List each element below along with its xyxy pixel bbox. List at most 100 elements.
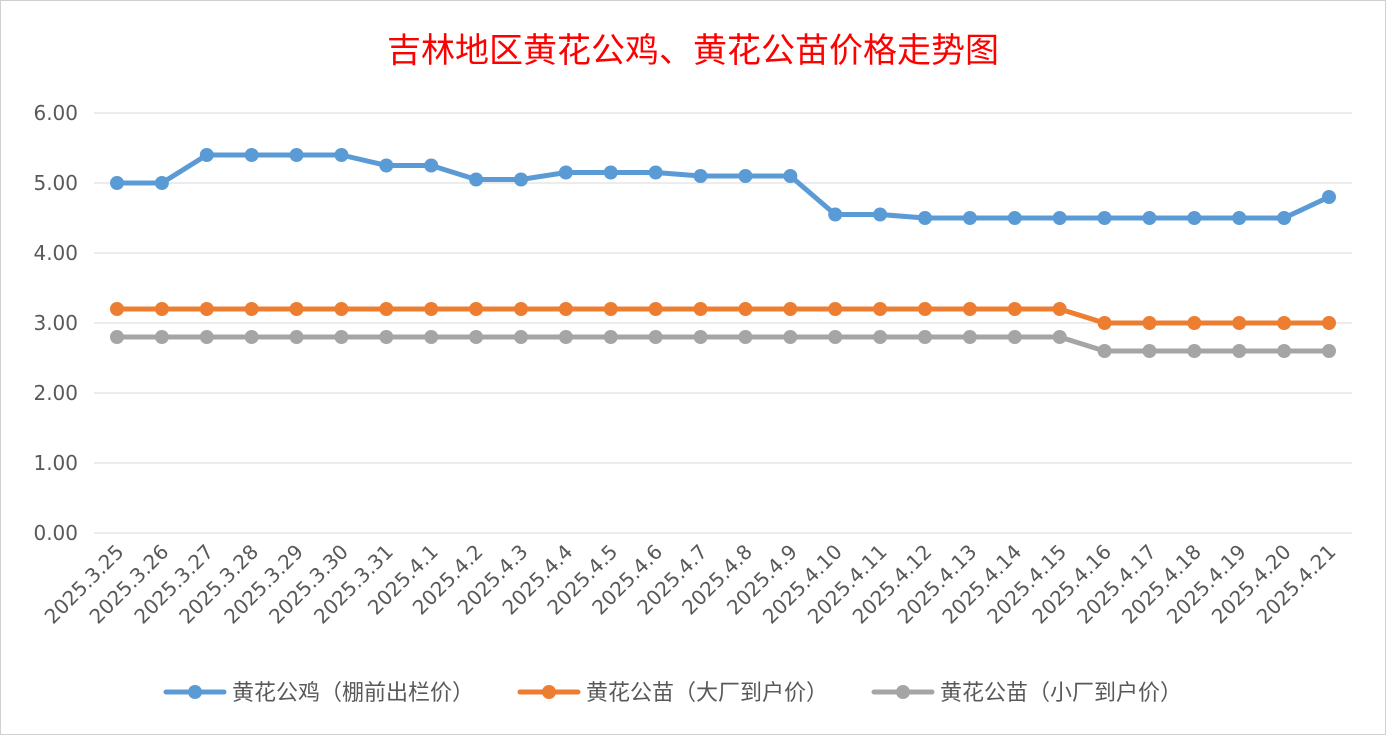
data-point <box>154 302 169 316</box>
data-point <box>1007 211 1022 225</box>
data-point <box>244 330 259 344</box>
data-point <box>873 302 888 316</box>
data-point <box>738 302 753 316</box>
data-point <box>379 302 394 316</box>
data-point <box>424 158 439 173</box>
legend-marker <box>542 685 556 699</box>
data-point <box>828 207 843 222</box>
gridlines <box>94 112 1352 534</box>
data-point <box>199 148 214 162</box>
data-point <box>558 165 573 180</box>
data-point <box>693 330 708 344</box>
data-point <box>1142 316 1157 330</box>
data-point <box>289 148 304 162</box>
data-point <box>1187 344 1202 358</box>
data-point <box>783 302 798 316</box>
data-point <box>648 165 663 180</box>
data-point <box>334 302 349 316</box>
data-point <box>469 302 484 316</box>
data-point <box>244 148 259 162</box>
data-point <box>783 330 798 344</box>
data-point <box>469 172 484 187</box>
data-point <box>1007 302 1022 316</box>
data-point <box>514 172 528 187</box>
legend-label: 黄花公苗（大厂到户价） <box>586 681 828 706</box>
legend-item: 黄花公鸡（棚前出栏价） <box>163 681 474 706</box>
y-axis-ticks: 0.00 1.00 2.00 3.00 4.00 5.00 6.00 <box>33 101 78 545</box>
series-line <box>114 334 1332 354</box>
y-tick-label: 0.00 <box>33 521 78 545</box>
data-point <box>1052 330 1067 344</box>
data-point <box>1277 316 1292 330</box>
data-point <box>110 176 124 190</box>
series-1 <box>110 148 1336 225</box>
data-point <box>738 330 753 344</box>
y-tick-label: 2.00 <box>33 381 78 405</box>
data-point <box>1322 344 1336 358</box>
data-point <box>558 330 573 344</box>
data-point <box>1007 330 1022 344</box>
data-point <box>154 330 169 344</box>
data-point <box>1187 316 1202 330</box>
y-tick-label: 5.00 <box>33 171 78 195</box>
legend-item: 黄花公苗（小厂到户价） <box>871 681 1182 706</box>
data-point <box>1097 211 1112 225</box>
data-point <box>1052 211 1067 225</box>
series-lines <box>110 148 1336 358</box>
data-point <box>828 302 843 316</box>
data-point <box>962 330 977 344</box>
legend-label: 黄花公苗（小厂到户价） <box>940 681 1182 706</box>
data-point <box>1232 344 1247 358</box>
data-point <box>244 302 259 316</box>
chart-title: 吉林地区黄花公鸡、黄花公苗价格走势图 <box>387 31 999 71</box>
data-point <box>603 330 618 344</box>
legend-marker <box>896 685 910 699</box>
data-point <box>1322 316 1336 330</box>
data-point <box>424 302 439 316</box>
data-point <box>514 302 528 316</box>
data-point <box>918 330 932 344</box>
data-point <box>783 169 798 183</box>
legend-item: 黄花公苗（大厂到户价） <box>517 681 828 706</box>
y-tick-label: 1.00 <box>33 451 78 475</box>
data-point <box>603 165 618 180</box>
data-point <box>424 330 439 344</box>
series-3 <box>110 330 1336 358</box>
data-point <box>648 330 663 344</box>
data-point <box>1277 344 1292 358</box>
data-point <box>962 302 977 316</box>
data-point <box>334 330 349 344</box>
y-tick-label: 6.00 <box>33 101 78 125</box>
data-point <box>469 330 484 344</box>
data-point <box>648 302 663 316</box>
data-point <box>1052 302 1067 316</box>
y-tick-label: 3.00 <box>33 311 78 335</box>
data-point <box>110 302 124 316</box>
data-point <box>603 302 618 316</box>
y-tick-label: 4.00 <box>33 241 78 265</box>
data-point <box>514 330 528 344</box>
data-point <box>289 330 304 344</box>
data-point <box>918 302 932 316</box>
data-point <box>918 211 932 225</box>
data-point <box>379 330 394 344</box>
data-point <box>1232 211 1247 225</box>
data-point <box>1142 211 1157 225</box>
data-point <box>199 330 214 344</box>
series-line <box>114 306 1332 326</box>
data-point <box>693 302 708 316</box>
data-point <box>1277 211 1292 225</box>
data-point <box>1142 344 1157 358</box>
series-2 <box>110 302 1336 330</box>
x-axis-ticks: 2025.3.252025.3.262025.3.272025.3.282025… <box>40 540 1341 629</box>
data-point <box>289 302 304 316</box>
data-point <box>379 158 394 173</box>
data-point <box>738 169 753 183</box>
series-line <box>114 152 1332 221</box>
legend: 黄花公鸡（棚前出栏价） 黄花公苗（大厂到户价） 黄花公苗（小厂到户价） <box>163 681 1182 706</box>
data-point <box>154 176 169 190</box>
legend-label: 黄花公鸡（棚前出栏价） <box>232 681 474 706</box>
data-point <box>1187 211 1202 225</box>
legend-marker <box>188 685 202 699</box>
